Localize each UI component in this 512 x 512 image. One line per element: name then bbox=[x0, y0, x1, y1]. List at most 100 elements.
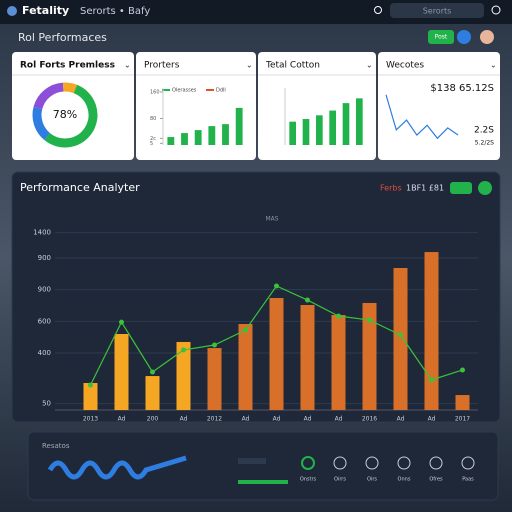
bar bbox=[329, 110, 336, 145]
card-note: $138 65.12S bbox=[430, 83, 494, 94]
footer-item: Onns bbox=[398, 477, 411, 483]
main-panel bbox=[11, 171, 501, 423]
footer-progress bbox=[238, 480, 288, 484]
brand: Fetality bbox=[22, 4, 69, 17]
y-tick-label: 2c bbox=[150, 136, 156, 142]
y-tick-label: 900 bbox=[38, 286, 51, 294]
x-tick-label: Ad bbox=[304, 416, 312, 423]
donut-segment bbox=[33, 82, 64, 110]
bar bbox=[176, 341, 191, 410]
card-title: Rol Forts Premless bbox=[20, 61, 115, 71]
avatar[interactable] bbox=[480, 30, 494, 44]
notification-icon[interactable] bbox=[457, 30, 471, 44]
footer-icon[interactable] bbox=[429, 456, 443, 470]
search-box[interactable] bbox=[390, 3, 484, 18]
footer-icon[interactable] bbox=[365, 456, 379, 470]
bar bbox=[342, 103, 350, 145]
logo bbox=[7, 6, 17, 16]
settings-icon[interactable] bbox=[491, 5, 501, 15]
card-title: Wecotes bbox=[386, 61, 424, 71]
x-tick-label: Ad bbox=[397, 416, 405, 423]
trend-point bbox=[212, 342, 217, 348]
trend-point bbox=[305, 297, 310, 303]
bar bbox=[269, 298, 284, 410]
chart-subtitle: MAS bbox=[265, 216, 278, 223]
status-a: Ferbs bbox=[380, 184, 402, 193]
footer-item: Paas bbox=[462, 477, 474, 483]
x-tick-label: 2013 bbox=[83, 416, 98, 423]
x-tick-label: 200 bbox=[147, 416, 159, 423]
y-tick-label: 80 bbox=[150, 116, 156, 122]
card-menu[interactable]: ⌄ bbox=[246, 61, 253, 70]
bar bbox=[300, 304, 315, 410]
status-b: 1BF1 £81 bbox=[406, 184, 444, 193]
footer-item: Onstrs bbox=[300, 477, 317, 483]
x-tick-label: Ad bbox=[180, 416, 188, 423]
bar bbox=[356, 98, 363, 145]
page-title: Rol Performaces bbox=[18, 31, 107, 44]
card-title: Tetal Cotton bbox=[265, 61, 320, 71]
y-tick-label: 1400 bbox=[33, 229, 51, 237]
bar bbox=[362, 302, 377, 410]
card-title: Prorters bbox=[144, 61, 180, 71]
bar bbox=[238, 323, 253, 410]
x-tick-label: 2017 bbox=[455, 416, 470, 423]
bar bbox=[145, 376, 160, 410]
bar bbox=[83, 383, 98, 410]
trend-point bbox=[367, 317, 372, 323]
bar bbox=[222, 124, 229, 145]
donut-segment bbox=[32, 106, 51, 141]
y-tick-label: 5 bbox=[150, 141, 153, 147]
post-button[interactable] bbox=[428, 30, 454, 44]
trend-point bbox=[243, 327, 248, 333]
main-icon[interactable] bbox=[478, 181, 492, 195]
footer-item: Ofres bbox=[429, 477, 443, 483]
bar bbox=[207, 348, 222, 410]
card-menu[interactable]: ⌄ bbox=[124, 61, 131, 70]
donut-label: 78% bbox=[53, 108, 77, 121]
x-tick-label: Ad bbox=[242, 416, 250, 423]
footer-panel bbox=[27, 431, 499, 501]
footer-item: Oirs bbox=[367, 477, 377, 483]
footer-icon[interactable] bbox=[333, 456, 347, 470]
search-icon bbox=[374, 6, 382, 14]
footer-icon[interactable] bbox=[397, 456, 411, 470]
bar bbox=[455, 395, 470, 410]
footer-wave bbox=[47, 455, 187, 480]
card-menu[interactable]: ⌄ bbox=[490, 61, 497, 70]
line bbox=[385, 94, 459, 140]
search-placeholder: Serorts bbox=[423, 7, 452, 16]
bar bbox=[235, 107, 243, 145]
donut-segment bbox=[44, 84, 98, 148]
footer-item: Oirrs bbox=[334, 477, 346, 483]
footer-icon[interactable] bbox=[301, 456, 315, 470]
x-tick-label: Ad bbox=[118, 416, 126, 423]
card-menu[interactable]: ⌄ bbox=[366, 61, 373, 70]
trend-point bbox=[274, 283, 279, 289]
bar bbox=[208, 126, 216, 145]
card bbox=[378, 52, 500, 160]
bar bbox=[181, 133, 188, 145]
x-tick-label: Ad bbox=[428, 416, 436, 423]
trend-point bbox=[336, 313, 341, 319]
trend-point bbox=[88, 382, 93, 388]
nav[interactable]: Serorts • Bafy bbox=[80, 6, 150, 17]
card-note: 2.2S bbox=[474, 126, 494, 136]
trend-point bbox=[150, 369, 155, 375]
x-tick-label: 2012 bbox=[207, 416, 222, 423]
trend-point bbox=[429, 377, 434, 383]
post-button-label: Post bbox=[435, 34, 448, 41]
bar bbox=[289, 121, 296, 145]
footer-icon[interactable] bbox=[461, 456, 475, 470]
trend-point bbox=[119, 319, 124, 325]
y-tick-label: 400 bbox=[38, 349, 51, 357]
main-title: Performance Analyter bbox=[20, 181, 140, 194]
bar bbox=[302, 119, 310, 145]
trend-point bbox=[181, 347, 186, 353]
bar bbox=[393, 268, 408, 410]
y-tick-label: 160 bbox=[150, 90, 160, 96]
legend-label: Olerasses bbox=[172, 88, 197, 94]
main-button[interactable] bbox=[450, 182, 472, 194]
bar bbox=[114, 334, 129, 410]
